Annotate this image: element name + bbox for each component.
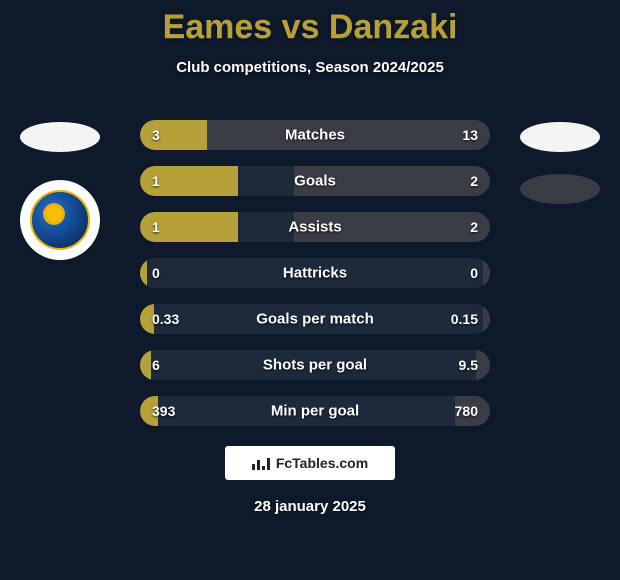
stat-label: Shots per goal (263, 357, 367, 374)
stat-row: 3 13 Matches (140, 120, 490, 150)
club-left-badge (20, 180, 100, 260)
stat-label: Assists (288, 219, 341, 236)
mariners-crest-icon (30, 190, 90, 250)
stat-value-right: 9.5 (459, 357, 478, 373)
stat-value-left: 6 (152, 357, 160, 373)
stat-value-right: 2 (470, 173, 478, 189)
stat-fill-left (140, 258, 147, 288)
stat-fill-right (483, 304, 490, 334)
bar-chart-icon (252, 456, 270, 470)
stat-fill-left (140, 120, 207, 150)
stat-fill-right (207, 120, 491, 150)
stat-label: Goals (294, 173, 336, 190)
brand-badge: FcTables.com (225, 446, 395, 480)
comparison-bars: 3 13 Matches 1 2 Goals 1 2 Assists 0 0 Hattricks 0.3… (140, 120, 490, 442)
stat-value-left: 0 (152, 265, 160, 281)
stat-row: 1 2 Goals (140, 166, 490, 196)
stat-value-right: 780 (455, 403, 478, 419)
stat-row: 6 9.5 Shots per goal (140, 350, 490, 380)
page-title: Eames vs Danzaki (0, 0, 620, 47)
stat-row: 0 0 Hattricks (140, 258, 490, 288)
stat-value-left: 393 (152, 403, 175, 419)
stat-fill-right (483, 258, 490, 288)
brand-text: FcTables.com (276, 455, 368, 471)
stat-fill-left (140, 350, 151, 380)
subtitle: Club competitions, Season 2024/2025 (0, 59, 620, 76)
stat-value-left: 1 (152, 219, 160, 235)
stat-value-left: 3 (152, 127, 160, 143)
player-left-avatar (20, 122, 100, 152)
stat-fill-right (476, 350, 490, 380)
footer-date: 28 january 2025 (254, 498, 366, 515)
stat-row: 393 780 Min per goal (140, 396, 490, 426)
stat-row: 0.33 0.15 Goals per match (140, 304, 490, 334)
stat-label: Goals per match (256, 311, 374, 328)
stat-value-left: 0.33 (152, 311, 179, 327)
club-right-badge (520, 174, 600, 204)
stat-value-right: 0.15 (451, 311, 478, 327)
stat-value-left: 1 (152, 173, 160, 189)
stat-row: 1 2 Assists (140, 212, 490, 242)
player-right-avatar (520, 122, 600, 152)
stat-label: Hattricks (283, 265, 347, 282)
stat-label: Matches (285, 127, 345, 144)
stat-value-right: 13 (462, 127, 478, 143)
stat-label: Min per goal (271, 403, 359, 420)
stat-value-right: 2 (470, 219, 478, 235)
stat-value-right: 0 (470, 265, 478, 281)
